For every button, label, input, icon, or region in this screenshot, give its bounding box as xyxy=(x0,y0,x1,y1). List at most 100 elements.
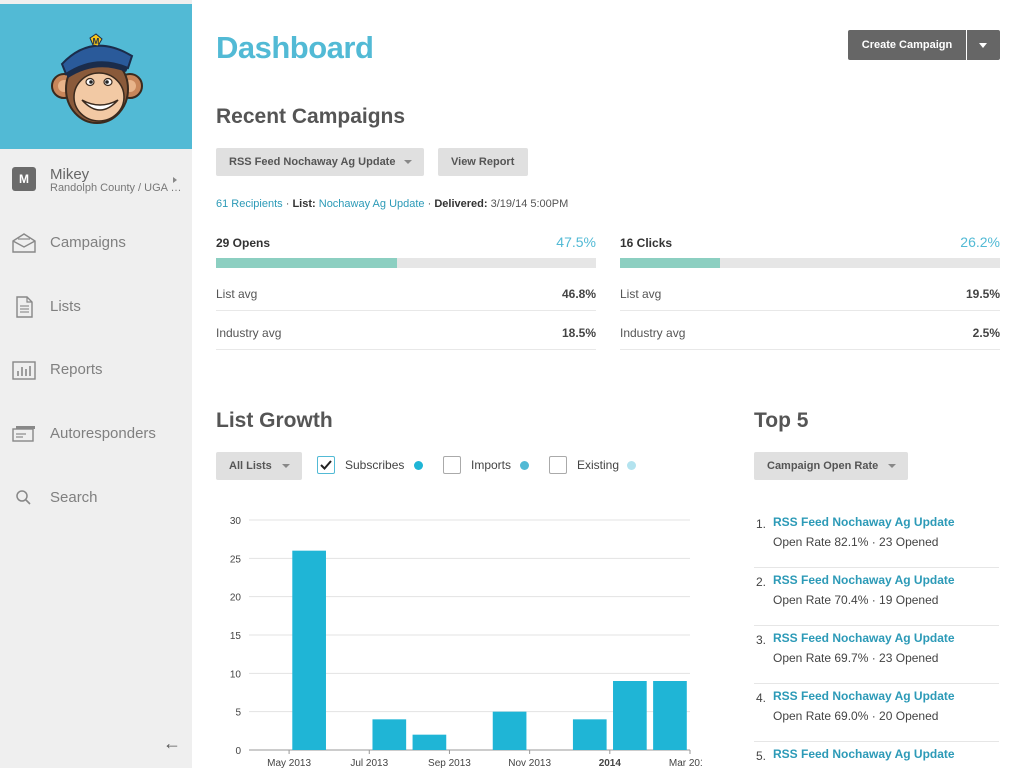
separator: · xyxy=(427,198,432,210)
top5-rank: 4. xyxy=(756,691,767,705)
imports-checkbox[interactable] xyxy=(443,456,461,474)
existing-legend-dot xyxy=(627,461,636,470)
top5-detail: Open Rate 69.7% · 23 Opened xyxy=(773,651,939,665)
top5-campaign-link[interactable]: RSS Feed Nochaway Ag Update xyxy=(773,573,955,587)
list-avg-value: 19.5% xyxy=(965,287,1000,301)
bar-jan-2014 xyxy=(613,681,647,750)
subscribes-label: Subscribes xyxy=(345,458,405,472)
x-tick-label: May 2013 xyxy=(267,758,311,768)
top5-campaign-link[interactable]: RSS Feed Nochaway Ag Update xyxy=(773,689,955,703)
page-title: Dashboard xyxy=(216,30,374,65)
campaign-meta: 61 Recipients · List: Nochaway Ag Update… xyxy=(216,198,568,210)
clicks-stats: 16 Clicks 26.2% List avg 19.5% Industry … xyxy=(620,234,1000,350)
clicks-progress-fill xyxy=(620,258,720,268)
view-report-button[interactable]: View Report xyxy=(438,148,528,176)
clicks-progress-bar xyxy=(620,258,1000,268)
opens-count: 29 Opens xyxy=(216,236,271,250)
imports-label: Imports xyxy=(471,458,512,472)
y-tick-label: 15 xyxy=(230,631,242,642)
sidebar-item-label: Autoresponders xyxy=(50,425,156,442)
industry-avg-label: Industry avg xyxy=(216,326,282,340)
create-campaign-button[interactable]: Create Campaign xyxy=(848,30,966,60)
sidebar: M M Mikey Randolph County / UGA C... Cam… xyxy=(0,0,192,768)
x-tick-label: Nov 2013 xyxy=(508,758,551,768)
sidebar-item-lists[interactable]: Lists xyxy=(0,287,192,327)
top5-rank: 1. xyxy=(756,517,767,531)
top5-sort-value: Campaign Open Rate xyxy=(767,460,879,472)
recipients-link[interactable]: 61 Recipients xyxy=(216,198,283,210)
sidebar-item-campaigns[interactable]: Campaigns xyxy=(0,223,192,263)
document-icon xyxy=(16,296,33,318)
subscribes-legend-dot xyxy=(414,461,423,470)
checkmark-icon xyxy=(320,460,332,470)
subscribes-checkbox[interactable] xyxy=(317,456,335,474)
account-org: Randolph County / UGA C... xyxy=(50,182,186,194)
campaign-select[interactable]: RSS Feed Nochaway Ag Update xyxy=(216,148,424,176)
create-campaign-dropdown-button[interactable] xyxy=(967,30,1000,60)
sidebar-item-label: Search xyxy=(50,489,98,506)
chevron-down-icon xyxy=(404,160,412,164)
opens-stats: 29 Opens 47.5% List avg 46.8% Industry a… xyxy=(216,234,596,350)
bar-oct-2013 xyxy=(492,711,527,750)
freddie-monkey-logo: M xyxy=(51,33,143,124)
list-growth-heading: List Growth xyxy=(216,409,333,432)
top5-item: 2. RSS Feed Nochaway Ag Update Open Rate… xyxy=(754,568,999,626)
existing-label: Existing xyxy=(577,458,620,472)
top5-item: 4. RSS Feed Nochaway Ag Update Open Rate… xyxy=(754,684,999,742)
top5-sort-select[interactable]: Campaign Open Rate xyxy=(754,452,908,480)
sidebar-item-reports[interactable]: Reports xyxy=(0,350,192,390)
y-tick-label: 20 xyxy=(230,593,242,604)
account-name: Mikey xyxy=(50,166,90,183)
x-tick-label: Sep 2013 xyxy=(428,758,471,768)
clicks-list-avg-row: List avg 19.5% xyxy=(620,268,1000,311)
bar-aug-2013 xyxy=(412,734,447,750)
list-label: List: xyxy=(292,198,316,210)
top5-rank: 5. xyxy=(756,749,767,763)
campaign-select-value: RSS Feed Nochaway Ag Update xyxy=(229,156,396,168)
svg-text:M: M xyxy=(93,37,100,46)
sidebar-item-label: Lists xyxy=(50,298,81,315)
top5-item: 5. RSS Feed Nochaway Ag Update xyxy=(754,742,999,768)
top5-rank: 3. xyxy=(756,633,767,647)
industry-avg-value: 18.5% xyxy=(561,326,596,340)
main-content: Dashboard Create Campaign Recent Campaig… xyxy=(192,0,1024,768)
sidebar-item-autoresponders[interactable]: Autoresponders xyxy=(0,414,192,454)
logo[interactable]: M xyxy=(0,4,192,149)
list-filter-select[interactable]: All Lists xyxy=(216,452,302,480)
top5-campaign-link[interactable]: RSS Feed Nochaway Ag Update xyxy=(773,515,955,529)
bar-dec-2013 xyxy=(572,719,607,750)
sidebar-item-search[interactable]: Search xyxy=(0,478,192,518)
y-tick-label: 5 xyxy=(235,708,241,719)
separator: · xyxy=(285,198,290,210)
top5-campaign-link[interactable]: RSS Feed Nochaway Ag Update xyxy=(773,631,955,645)
list-avg-label: List avg xyxy=(620,287,662,301)
recent-campaigns-heading: Recent Campaigns xyxy=(216,105,406,128)
y-tick-label: 0 xyxy=(235,746,241,757)
clicks-industry-avg-row: Industry avg 2.5% xyxy=(620,311,1000,350)
top5-campaign-link[interactable]: RSS Feed Nochaway Ag Update xyxy=(773,747,955,761)
opens-progress-fill xyxy=(216,258,397,268)
delivered-value: 3/19/14 5:00PM xyxy=(490,198,569,210)
view-report-label: View Report xyxy=(451,156,515,168)
industry-avg-label: Industry avg xyxy=(620,326,686,340)
list-avg-value: 46.8% xyxy=(561,287,596,301)
opens-list-avg-row: List avg 46.8% xyxy=(216,268,596,311)
x-tick-label: 2014 xyxy=(599,758,622,768)
x-tick-label: Mar 2014 xyxy=(669,758,702,768)
sidebar-item-label: Reports xyxy=(50,361,103,378)
bar-jul-2013 xyxy=(372,719,407,750)
top5-detail: Open Rate 82.1% · 23 Opened xyxy=(773,535,939,549)
top5-detail: Open Rate 70.4% · 19 Opened xyxy=(773,593,939,607)
autoresponder-icon xyxy=(12,426,35,442)
collapse-sidebar-icon[interactable]: ← xyxy=(163,733,181,753)
top5-item: 3. RSS Feed Nochaway Ag Update Open Rate… xyxy=(754,626,999,684)
y-tick-label: 30 xyxy=(230,516,242,527)
opens-progress-bar xyxy=(216,258,596,268)
clicks-count: 16 Clicks xyxy=(620,236,673,250)
list-link[interactable]: Nochaway Ag Update xyxy=(318,198,425,210)
opens-industry-avg-row: Industry avg 18.5% xyxy=(216,311,596,350)
account-switcher[interactable]: M Mikey Randolph County / UGA C... xyxy=(0,149,192,211)
existing-checkbox[interactable] xyxy=(549,456,567,474)
delivered-label: Delivered: xyxy=(434,198,488,210)
